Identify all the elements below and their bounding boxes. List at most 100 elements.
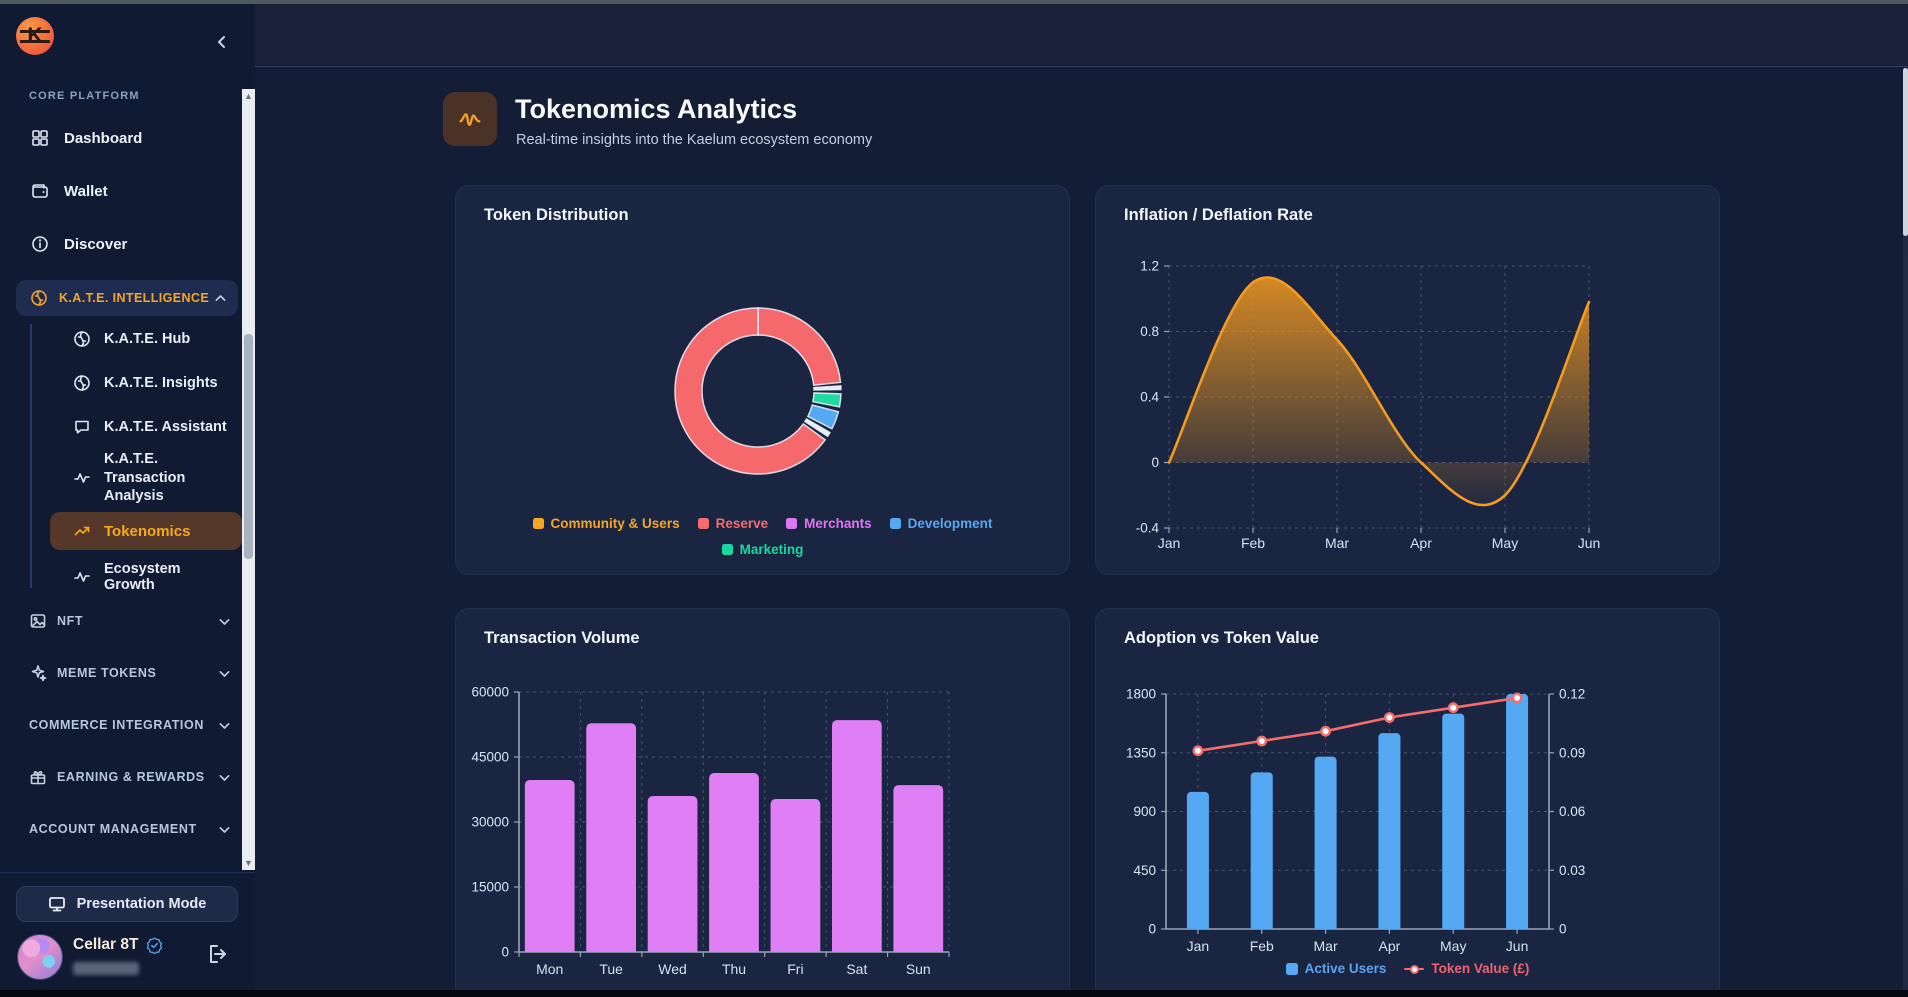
sidebar-item-k-a-t-e-assistant[interactable]: K.A.T.E. Assistant	[58, 410, 242, 444]
legend-item-reserve[interactable]: Reserve	[697, 516, 768, 531]
donut-segment-reserve[interactable]	[757, 307, 842, 386]
donut-segment-merchants[interactable]	[803, 417, 831, 438]
group-label: NFT	[57, 614, 84, 628]
bar-sat[interactable]	[831, 720, 882, 952]
sidebar-group-account-management[interactable]: ACCOUNT MANAGEMENT	[16, 812, 242, 846]
verified-badge-icon	[147, 936, 163, 954]
page-subtitle: Real-time insights into the Kaelum ecosy…	[516, 132, 873, 148]
token-value-line[interactable]	[1197, 696, 1518, 753]
svg-text:900: 900	[1133, 804, 1156, 819]
bar-mar[interactable]	[1314, 756, 1337, 929]
donut-segment-reserve[interactable]	[674, 307, 827, 475]
svg-text:0.09: 0.09	[1559, 745, 1585, 760]
chart-title: Token Distribution	[484, 206, 629, 224]
svg-text:Thu: Thu	[722, 961, 746, 977]
sidebar-group-earning-rewards[interactable]: EARNING & REWARDS	[16, 760, 242, 794]
svg-text:-0.4: -0.4	[1136, 521, 1160, 536]
sidebar-item-discover[interactable]: Discover	[16, 222, 242, 266]
bar-jan[interactable]	[1186, 791, 1209, 929]
sidebar-item-ecosystem-growth[interactable]: Ecosystem Growth	[58, 560, 242, 594]
svg-text:60000: 60000	[471, 685, 509, 700]
svg-text:Mon: Mon	[536, 961, 563, 977]
group-label: K.A.T.E. INTELLIGENCE	[59, 291, 210, 305]
token-value-point-jun[interactable]	[1511, 692, 1523, 704]
sidebar-item-k-a-t-e-insights[interactable]: K.A.T.E. Insights	[58, 366, 242, 400]
svg-text:Apr: Apr	[1379, 938, 1401, 954]
legend-item-community-users[interactable]: Community & Users	[532, 516, 680, 531]
bar-apr[interactable]	[1378, 733, 1401, 929]
legend-swatch	[697, 518, 709, 529]
donut-segment-marketing[interactable]	[812, 392, 842, 408]
donut-segment-community-users[interactable]	[813, 385, 842, 391]
svg-text:0: 0	[1559, 922, 1567, 937]
bar-wed[interactable]	[647, 796, 698, 952]
sidebar-item-tokenomics[interactable]: Tokenomics	[50, 512, 242, 550]
area-fill	[1169, 277, 1589, 506]
bar-feb[interactable]	[1250, 772, 1273, 929]
chevron-left-icon	[218, 36, 225, 48]
chart-title: Transaction Volume	[484, 629, 640, 647]
legend-swatch	[532, 518, 544, 529]
legend-swatch	[721, 544, 733, 555]
dashboard-icon	[30, 128, 50, 148]
token-value-point-mar[interactable]	[1320, 725, 1331, 737]
presentation-mode-button[interactable]: Presentation Mode	[16, 886, 238, 922]
legend-swatch	[1285, 962, 1298, 975]
legend-swatch	[889, 518, 901, 529]
scroll-down-arrow-icon[interactable]: ▼	[244, 858, 253, 868]
top-bar	[255, 4, 1908, 67]
bar-thu[interactable]	[709, 773, 759, 952]
legend-item-active-users[interactable]: Active Users	[1285, 961, 1386, 976]
sidebar-item-label: K.A.T.E. Transaction Analysis	[104, 450, 186, 505]
token-value-point-jan[interactable]	[1192, 745, 1204, 757]
sidebar-group-meme-tokens[interactable]: MEME TOKENS	[16, 656, 242, 690]
user-avatar[interactable]	[17, 934, 63, 980]
legend-label: Development	[907, 516, 993, 531]
sidebar-item-label: K.A.T.E. Hub	[104, 331, 191, 347]
sidebar-group-kate-intelligence[interactable]: K.A.T.E. INTELLIGENCE	[16, 280, 238, 316]
bar-mon[interactable]	[524, 779, 575, 952]
chat-icon	[73, 418, 91, 436]
scroll-up-arrow-icon[interactable]: ▲	[244, 91, 253, 101]
legend-item-merchants[interactable]: Merchants	[786, 516, 872, 531]
main-scrollbar-thumb[interactable]	[1903, 68, 1908, 236]
sidebar-item-k-a-t-e-hub[interactable]: K.A.T.E. Hub	[58, 322, 242, 356]
main-scrollbar-track[interactable]	[1903, 68, 1908, 992]
sidebar-group-nft[interactable]: NFT	[16, 604, 242, 638]
token-value-point-may[interactable]	[1447, 702, 1459, 714]
sidebar-footer-divider	[0, 872, 255, 873]
sidebar-scrollbar-thumb[interactable]	[244, 334, 253, 559]
bar-may[interactable]	[1442, 713, 1465, 929]
svg-text:30000: 30000	[471, 815, 509, 830]
sidebar-item-k-a-t-e-transaction-analysis[interactable]: K.A.T.E. Transaction Analysis	[58, 451, 242, 504]
user-subtitle-redacted	[73, 962, 139, 975]
area-line[interactable]	[1167, 276, 1591, 507]
token-value-point-apr[interactable]	[1384, 712, 1395, 723]
bar-tue[interactable]	[586, 723, 637, 952]
chevron-down-icon	[217, 770, 232, 785]
svg-text:Jun: Jun	[1506, 938, 1529, 954]
sidebar-group-commerce-integration[interactable]: COMMERCE INTEGRATION	[16, 708, 242, 742]
legend-item-token-value[interactable]: Token Value (£)	[1404, 961, 1529, 976]
bar-jun[interactable]	[1506, 694, 1529, 929]
svg-text:450: 450	[1133, 863, 1156, 878]
app-logo[interactable]: K	[16, 17, 54, 55]
logout-button[interactable]	[204, 942, 230, 968]
legend-label: Community & Users	[550, 516, 680, 531]
legend-item-development[interactable]: Development	[889, 516, 993, 531]
token-value-point-feb[interactable]	[1256, 735, 1268, 747]
sidebar-item-dashboard[interactable]: Dashboard	[16, 116, 242, 160]
bar-sun[interactable]	[893, 785, 944, 952]
donut-legend-row-2: Marketing	[456, 542, 1069, 557]
sidebar-item-wallet[interactable]: Wallet	[16, 169, 242, 213]
logout-icon	[210, 945, 226, 963]
brain-icon	[73, 374, 91, 392]
donut-segment-development[interactable]	[806, 404, 840, 430]
bar-fri[interactable]	[770, 799, 821, 952]
chevron-down-icon	[217, 822, 232, 837]
svg-text:Sun: Sun	[906, 961, 931, 977]
window-bottom-strip	[0, 990, 1908, 997]
sidebar-collapse-button[interactable]	[210, 30, 234, 54]
legend-item-marketing[interactable]: Marketing	[721, 542, 803, 557]
sidebar-scrollbar[interactable]: ▲ ▼	[242, 89, 255, 870]
